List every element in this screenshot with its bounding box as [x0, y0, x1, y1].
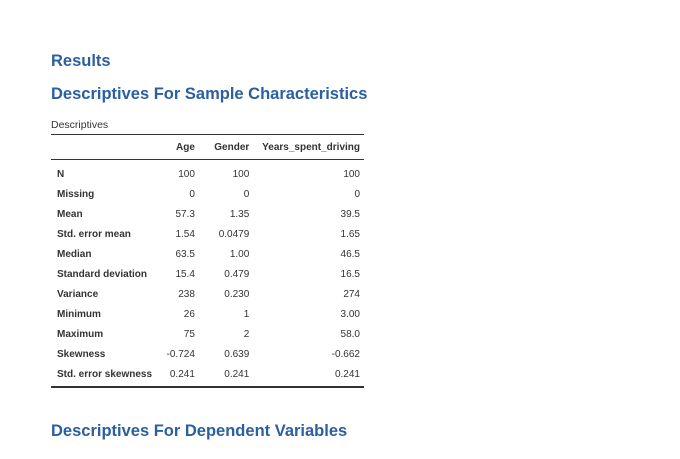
row-label: Std. error skewness — [51, 364, 161, 388]
table-row: Missing 0 0 0 — [51, 184, 364, 204]
table-row: Median 63.5 1.00 46.5 — [51, 244, 364, 264]
table-header-row: Age Gender Years_spent_driving — [51, 134, 364, 160]
cell-years-spent-driving: 16.5 — [340, 268, 360, 280]
cell-gender: 0.479 — [224, 268, 250, 280]
cell-gender: 2 — [243, 328, 250, 340]
row-label: Maximum — [57, 328, 104, 340]
row-label: Minimum — [57, 308, 101, 320]
row-label: N — [57, 168, 65, 180]
cell-age: 100 — [178, 168, 195, 180]
table-row: N 100 100 100 — [51, 160, 364, 185]
cell-gender: 0.0479 — [218, 228, 250, 240]
header-cell-blank — [51, 134, 161, 160]
table-row: Maximum 75 2 58.0 — [51, 324, 364, 344]
table-row: Mean 57.3 1.35 39.5 — [51, 204, 364, 224]
header-cell-age: Age — [160, 134, 199, 160]
sample-characteristics-heading: Descriptives For Sample Characteristics — [51, 85, 368, 103]
row-label: Standard deviation — [57, 268, 148, 280]
cell-age: 26 — [183, 308, 195, 320]
row-label: Median — [57, 248, 92, 260]
cell-years-spent-driving: 100 — [343, 168, 360, 180]
cell-years-spent-driving: 58.0 — [340, 328, 360, 340]
cell-gender: 1 — [243, 308, 250, 320]
cell-gender: 0.230 — [224, 288, 250, 300]
cell-gender: 1.35 — [229, 208, 250, 220]
cell-years-spent-driving: 39.5 — [340, 208, 360, 220]
table-row: Variance 238 0.230 274 — [51, 284, 364, 304]
descriptives-table: Age Gender Years_spent_driving N 100 100… — [51, 134, 364, 388]
cell-age: 75 — [183, 328, 195, 340]
row-label: Mean — [57, 208, 83, 220]
row-label: Skewness — [57, 348, 106, 360]
results-heading: Results — [51, 52, 111, 70]
table-row: Std. error skewness 0.241 0.241 0.241 — [51, 364, 364, 388]
header-cell-gender: Gender — [198, 134, 254, 160]
row-label: Variance — [57, 288, 99, 300]
cell-age: -0.724 — [166, 348, 195, 360]
dependent-variables-heading: Descriptives For Dependent Variables — [51, 422, 348, 440]
table-caption: Descriptives — [51, 119, 109, 131]
table-row: Skewness -0.724 0.639 -0.662 — [51, 344, 364, 364]
cell-age: 0.241 — [160, 364, 199, 388]
cell-age: 238 — [178, 288, 195, 300]
cell-years-spent-driving: 3.00 — [340, 308, 360, 320]
cell-age: 15.4 — [175, 268, 195, 280]
cell-gender: 1.00 — [229, 248, 250, 260]
cell-age: 1.54 — [175, 228, 195, 240]
table-row: Minimum 26 1 3.00 — [51, 304, 364, 324]
cell-years-spent-driving: 0 — [354, 188, 360, 200]
row-label: Std. error mean — [57, 228, 131, 240]
cell-age: 63.5 — [175, 248, 195, 260]
cell-gender: 100 — [232, 168, 250, 180]
cell-gender: 0.241 — [198, 364, 254, 388]
cell-years-spent-driving: 0.241 — [253, 364, 364, 388]
cell-years-spent-driving: -0.662 — [331, 348, 360, 360]
cell-gender: 0.639 — [224, 348, 250, 360]
cell-years-spent-driving: 46.5 — [340, 248, 360, 260]
cell-gender: 0 — [243, 188, 250, 200]
cell-age: 0 — [189, 188, 195, 200]
row-label: Missing — [57, 188, 95, 200]
cell-years-spent-driving: 1.65 — [340, 228, 360, 240]
cell-years-spent-driving: 274 — [343, 288, 360, 300]
header-cell-years-spent-driving: Years_spent_driving — [253, 134, 364, 160]
cell-age: 57.3 — [175, 208, 195, 220]
table-row: Std. error mean 1.54 0.0479 1.65 — [51, 224, 364, 244]
table-row: Standard deviation 15.4 0.479 16.5 — [51, 264, 364, 284]
